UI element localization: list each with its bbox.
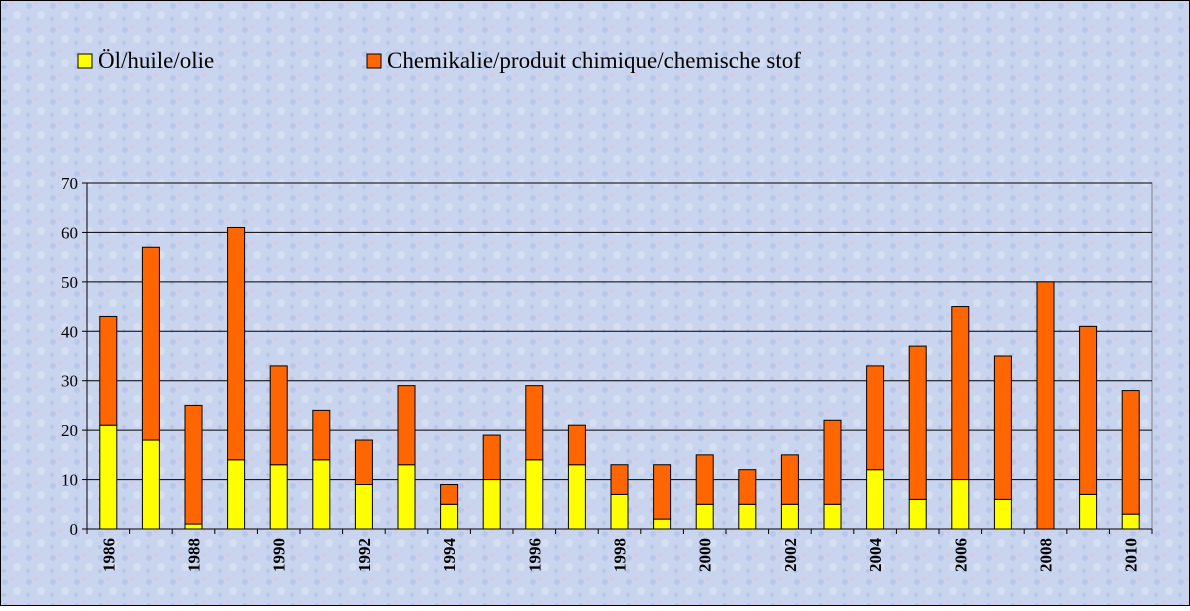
bar-segment — [610, 464, 629, 495]
y-tick-label: 20 — [61, 421, 78, 440]
legend-swatch — [366, 53, 382, 69]
bar-segment — [780, 454, 799, 505]
y-tick-label: 10 — [61, 471, 78, 490]
bar-segment — [1121, 390, 1140, 515]
y-tick-label: 0 — [70, 520, 79, 539]
bar-segment — [695, 503, 714, 530]
bar-segment — [908, 498, 927, 530]
bar-segment — [354, 439, 373, 486]
bar-segment — [525, 459, 544, 530]
legend-label: Öl/huile/olie — [98, 48, 214, 73]
bar-segment — [738, 469, 757, 505]
x-tick-label: 2010 — [1122, 538, 1141, 572]
bar-segment — [951, 306, 970, 481]
x-tick-label: 1998 — [611, 538, 630, 572]
bar-segment — [866, 469, 885, 530]
bar-segment — [823, 503, 842, 530]
bar-segment — [908, 345, 927, 500]
bar-segment — [653, 464, 672, 520]
bar-segment — [993, 498, 1012, 530]
x-tick-label: 2000 — [696, 538, 715, 572]
x-tick-label: 2006 — [951, 538, 970, 572]
x-tick-label: 1986 — [99, 538, 118, 572]
x-tick-label: 1990 — [270, 538, 289, 572]
bar-segment — [738, 503, 757, 530]
bar-segment — [1121, 513, 1140, 530]
legend-label: Chemikalie/produit chimique/chemische st… — [387, 48, 801, 73]
x-tick-label: 1988 — [185, 538, 204, 572]
bar-segment — [397, 464, 416, 530]
x-tick-label: 1994 — [440, 538, 459, 573]
bar-segment — [354, 484, 373, 530]
y-tick-label: 50 — [61, 273, 78, 292]
y-tick-label: 40 — [61, 322, 78, 341]
x-tick-label: 2004 — [866, 538, 885, 573]
bar-segment — [269, 365, 288, 466]
bar-segment — [482, 479, 501, 530]
bar-segment — [695, 454, 714, 505]
bar-segment — [1036, 281, 1055, 530]
legend-swatch — [77, 53, 93, 69]
bar-segment — [1079, 325, 1098, 495]
x-tick-label: 2008 — [1037, 538, 1056, 572]
bar-segment — [567, 424, 586, 466]
bar-segment — [141, 246, 160, 441]
bar-segment — [653, 518, 672, 530]
bar-segment — [141, 439, 160, 530]
bar-segment — [312, 459, 331, 530]
bar-segment — [951, 479, 970, 530]
bar-segment — [227, 459, 246, 530]
x-tick-label: 1992 — [355, 538, 374, 572]
bar-segment — [99, 424, 118, 530]
bar-segment — [440, 484, 459, 505]
x-tick-label: 2002 — [781, 538, 800, 572]
bar-segment — [993, 355, 1012, 500]
bar-segment — [184, 404, 203, 525]
bar-segment — [866, 365, 885, 471]
bar-segment — [610, 493, 629, 530]
y-tick-label: 30 — [61, 372, 78, 391]
bar-segment — [184, 523, 203, 530]
bar-segment — [269, 464, 288, 530]
bar-segment — [397, 385, 416, 466]
bar-segment — [312, 409, 331, 461]
bar-segment — [440, 503, 459, 530]
y-tick-label: 70 — [61, 174, 78, 193]
y-tick-label: 60 — [61, 223, 78, 242]
bar-segment — [823, 419, 842, 505]
bar-segment — [227, 226, 246, 461]
bar-segment — [482, 434, 501, 481]
x-tick-label: 1996 — [525, 538, 544, 572]
bar-segment — [99, 315, 118, 426]
bar-segment — [525, 385, 544, 461]
bar-segment — [567, 464, 586, 530]
bar-segment — [1079, 493, 1098, 530]
bar-segment — [780, 503, 799, 530]
